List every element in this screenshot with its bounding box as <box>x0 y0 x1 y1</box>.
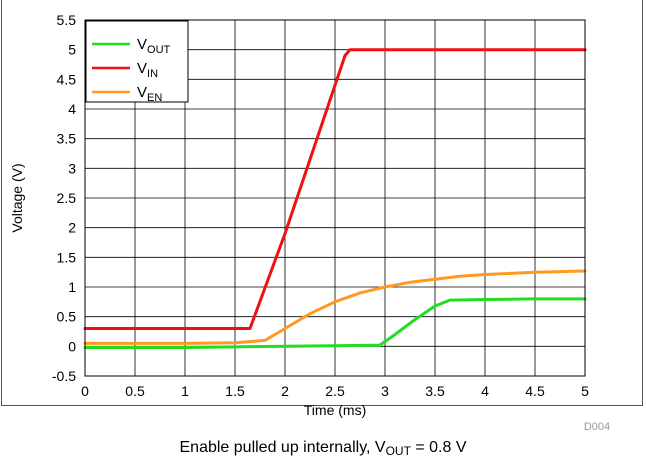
x-tick-label: 1 <box>181 383 189 399</box>
y-tick-label: -0.5 <box>52 368 76 384</box>
y-axis-label: Voltage (V) <box>9 163 25 232</box>
x-tick-label: 2.5 <box>325 383 345 399</box>
series-lines <box>83 48 587 349</box>
x-tick-label: 5 <box>581 383 589 399</box>
x-axis-label: Time (ms) <box>304 402 366 418</box>
y-tick-label: 4 <box>68 101 76 117</box>
x-tick-label: 4 <box>481 383 489 399</box>
y-tick-label: 5 <box>68 42 76 58</box>
y-tick-label: 1.5 <box>57 249 77 265</box>
caption-suffix: = 0.8 V <box>410 439 467 456</box>
x-tick-label: 2 <box>281 383 289 399</box>
x-tick-label: 3.5 <box>425 383 445 399</box>
chart: 0 0.5 1 1.5 2 2.5 3 3.5 4 4.5 5 -0.5 0 0.5 1 1.5 2 2.5 3 3… <box>9 12 610 430</box>
caption-subscript: OUT <box>385 444 411 458</box>
y-tick-label: 2.5 <box>57 190 77 206</box>
x-axis-ticks: 0 0.5 1 1.5 2 2.5 3 3.5 4 4.5 5 <box>81 383 589 399</box>
y-axis-ticks: -0.5 0 0.5 1 1.5 2 2.5 3 3.5 4 4.5 5 5.5 <box>52 12 76 384</box>
y-tick-label: 4.5 <box>57 71 77 87</box>
x-tick-label: 0 <box>81 383 89 399</box>
x-tick-label: 0.5 <box>125 383 145 399</box>
figure-border <box>1 0 643 406</box>
y-tick-label: 1 <box>68 279 76 295</box>
y-tick-label: 2 <box>68 220 76 236</box>
x-tick-label: 4.5 <box>525 383 545 399</box>
caption: Enable pulled up internally, VOUT = 0.8 … <box>0 439 646 458</box>
x-tick-label: 3 <box>381 383 389 399</box>
plot-border <box>84 19 586 377</box>
caption-prefix: Enable pulled up internally, V <box>179 439 386 456</box>
x-tick-label: 1.5 <box>225 383 245 399</box>
y-tick-label: 0 <box>68 338 76 354</box>
series-line-out <box>83 297 587 349</box>
y-tick-label: 0.5 <box>57 309 77 325</box>
series-line-in <box>83 48 587 330</box>
y-tick-label: 5.5 <box>57 12 77 28</box>
legend-box <box>85 20 189 103</box>
y-tick-label: 3.5 <box>57 131 77 147</box>
series-line-en <box>83 269 587 345</box>
y-tick-label: 3 <box>68 160 76 176</box>
figure-id: D004 <box>584 421 610 430</box>
